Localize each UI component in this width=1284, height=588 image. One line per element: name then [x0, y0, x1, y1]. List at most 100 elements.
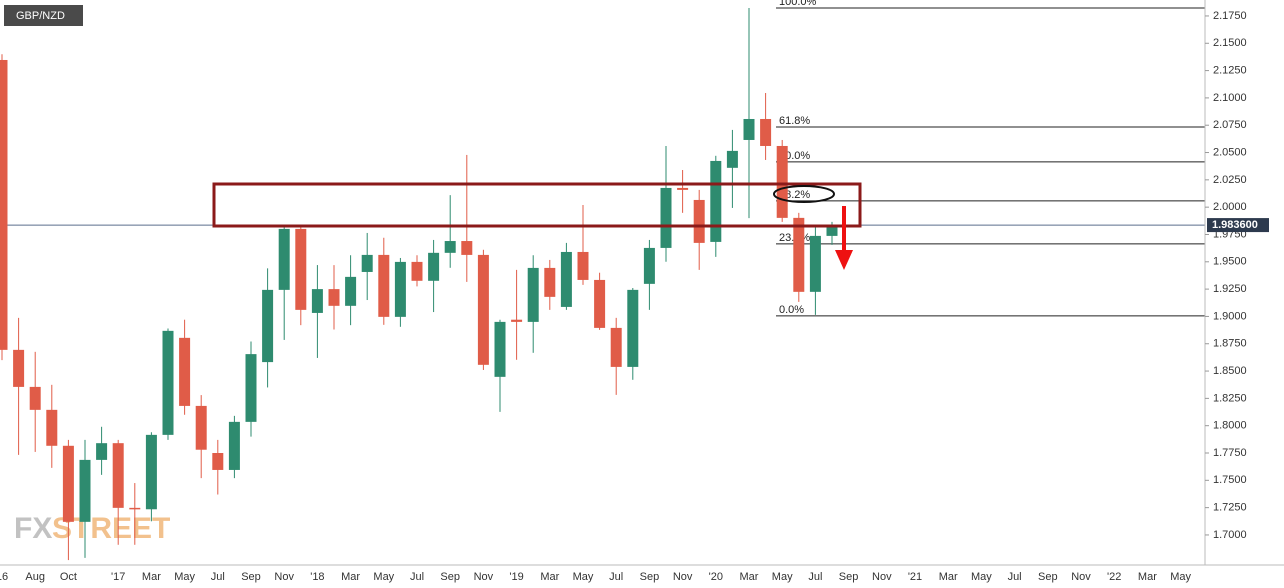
x-tick-label: Mar: [142, 571, 161, 583]
x-tick-label: '18: [310, 571, 324, 583]
candle-body: [96, 443, 108, 460]
candle-body: [677, 187, 689, 190]
candle-body: [793, 217, 805, 292]
candle-body: [145, 434, 157, 510]
candle-body: [328, 289, 340, 306]
arrow-head: [835, 250, 853, 270]
candle-body: [511, 319, 523, 322]
symbol-title: GBP/NZD: [16, 10, 65, 22]
y-tick-label: 1.9500: [1213, 256, 1247, 268]
candle-body: [809, 235, 821, 292]
x-tick-label: Aug: [25, 571, 45, 583]
candle-body: [693, 199, 705, 243]
candle-body: [577, 251, 589, 280]
y-tick-label: 2.1000: [1213, 92, 1247, 104]
x-tick-label: Mar: [939, 571, 958, 583]
candle-body: [428, 252, 440, 281]
last-price-label: 1.983600: [1212, 219, 1258, 231]
y-tick-label: 1.7000: [1213, 529, 1247, 541]
candle-body: [13, 349, 25, 387]
y-tick-label: 1.8750: [1213, 338, 1247, 350]
x-tick-label: May: [174, 571, 195, 583]
x-tick-label: Nov: [1071, 571, 1091, 583]
x-tick-label: Sep: [440, 571, 460, 583]
y-tick-label: 1.9000: [1213, 310, 1247, 322]
x-tick-label: '17: [111, 571, 125, 583]
candle-body: [560, 251, 572, 307]
y-tick-label: 1.7250: [1213, 502, 1247, 514]
fib-label: 61.8%: [779, 115, 810, 127]
candle-body: [444, 241, 456, 253]
candle-body: [826, 225, 838, 236]
candle-body: [610, 327, 622, 367]
x-tick-label: Sep: [640, 571, 660, 583]
x-tick-label: Jul: [1008, 571, 1022, 583]
candle-body: [129, 507, 141, 510]
candle-body: [411, 261, 423, 281]
y-tick-label: 1.8000: [1213, 420, 1247, 432]
x-tick-label: Nov: [474, 571, 494, 583]
x-tick-label: Sep: [1038, 571, 1058, 583]
candle-body: [29, 386, 41, 410]
symbol-tag: [4, 5, 83, 26]
x-tick-label: May: [1170, 571, 1191, 583]
fib-label: 100.0%: [779, 0, 817, 8]
y-tick-label: 1.8250: [1213, 392, 1247, 404]
y-tick-label: 2.0750: [1213, 119, 1247, 131]
x-tick-label: '20: [709, 571, 723, 583]
candle-body: [627, 289, 639, 367]
y-tick-label: 2.1750: [1213, 10, 1247, 22]
x-tick-label: 16: [0, 571, 8, 583]
candle-body: [494, 321, 506, 377]
watermark: FX STREET: [14, 512, 170, 545]
resistance-zone: [212, 182, 862, 228]
candle-body: [62, 445, 74, 522]
candle-body: [278, 228, 290, 290]
candle-body: [461, 241, 473, 255]
x-tick-label: Sep: [839, 571, 859, 583]
candle-body: [0, 59, 8, 350]
candle-body: [212, 453, 224, 470]
candle-body: [295, 228, 307, 310]
candle-body: [378, 254, 390, 317]
x-tick-label: '19: [509, 571, 523, 583]
candle-body: [394, 261, 406, 317]
candle-body: [477, 254, 489, 365]
x-tick-label: Mar: [341, 571, 360, 583]
price-axis-panel: [1205, 0, 1284, 588]
candle-body: [743, 118, 755, 140]
x-tick-label: Jul: [609, 571, 623, 583]
watermark-fx: FX: [14, 512, 52, 545]
candle-body: [361, 254, 373, 272]
x-tick-label: Jul: [410, 571, 424, 583]
candle-body: [79, 459, 91, 522]
plot: 100.0%61.8%50.0%38.2%23.6%0.0%: [0, 0, 1205, 561]
x-tick-label: Sep: [241, 571, 261, 583]
candle-body: [345, 276, 357, 306]
x-tick-label: '21: [908, 571, 922, 583]
y-tick-label: 2.0250: [1213, 174, 1247, 186]
candle-body: [46, 409, 58, 446]
candle-body: [544, 267, 556, 297]
x-tick-label: Nov: [872, 571, 892, 583]
x-tick-label: Jul: [211, 571, 225, 583]
axes: 1.7000 1.7250 1.7500 1.7750 1.8000 1.8250 1.85…: [0, 10, 1269, 583]
y-tick-label: 2.0500: [1213, 146, 1247, 158]
x-tick-label: May: [373, 571, 394, 583]
candle-body: [643, 247, 655, 284]
candle-body: [262, 289, 274, 363]
y-tick-label: 1.7500: [1213, 474, 1247, 486]
y-tick-label: 1.9250: [1213, 283, 1247, 295]
fib-label: 0.0%: [779, 304, 804, 316]
x-tick-label: Oct: [60, 571, 77, 583]
candle-body: [179, 337, 191, 406]
candle-body: [660, 187, 672, 248]
x-tick-label: Nov: [673, 571, 693, 583]
y-tick-label: 1.8500: [1213, 365, 1247, 377]
y-tick-label: 2.0000: [1213, 201, 1247, 213]
x-tick-label: May: [772, 571, 793, 583]
candle-body: [760, 118, 772, 146]
